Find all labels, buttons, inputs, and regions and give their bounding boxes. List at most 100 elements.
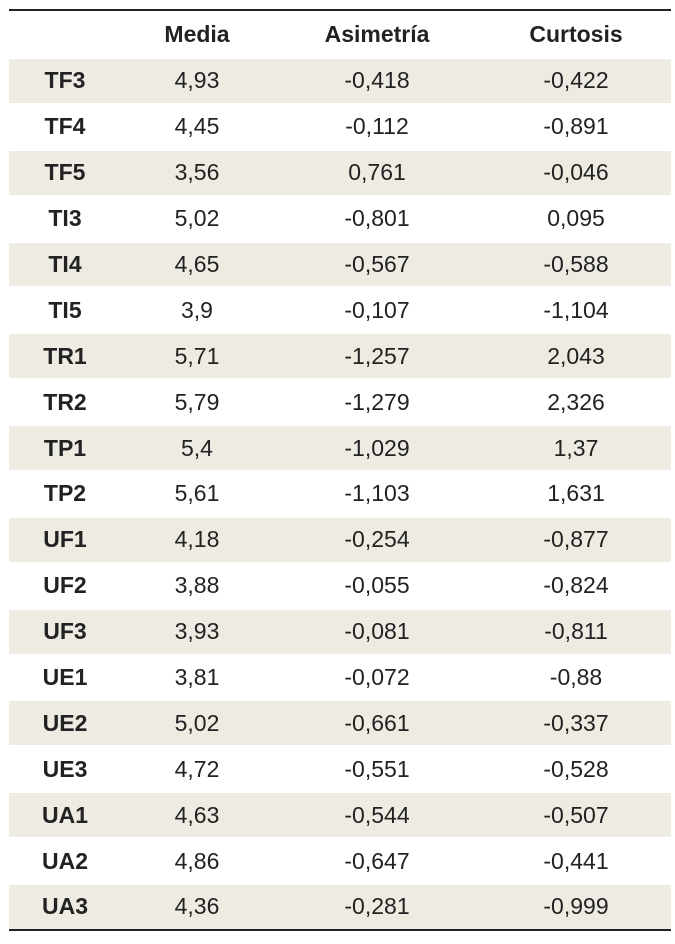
asimetria-cell: -0,418	[273, 57, 481, 104]
media-cell: 5,02	[121, 194, 273, 242]
media-cell: 4,72	[121, 745, 273, 793]
curtosis-cell: -0,507	[481, 791, 671, 839]
media-cell: 4,36	[121, 883, 273, 931]
asimetria-cell: -0,081	[273, 607, 481, 655]
asimetria-cell: -1,257	[273, 332, 481, 380]
row-label: TR2	[9, 378, 121, 426]
table-row: UA3 4,36 -0,281 -0,999	[9, 883, 671, 931]
table-row: TI5 3,9 -0,107 -1,104	[9, 286, 671, 334]
table-row: TP2 5,61 -1,103 1,631	[9, 470, 671, 517]
header-item	[9, 9, 121, 58]
table-row: TR2 5,79 -1,279 2,326	[9, 378, 671, 426]
table-body: TF3 4,93 -0,418 -0,422 TF4 4,45 -0,112 -0,891 TF…	[9, 57, 671, 931]
media-cell: 5,61	[121, 470, 273, 517]
asimetria-cell: -0,801	[273, 194, 481, 242]
table-row: UA2 4,86 -0,647 -0,441	[9, 837, 671, 885]
curtosis-cell: -0,528	[481, 745, 671, 793]
header-asimetria: Asimetría	[273, 9, 481, 58]
row-label: UA1	[9, 791, 121, 839]
asimetria-cell: -0,551	[273, 745, 481, 793]
media-cell: 5,02	[121, 699, 273, 747]
asimetria-cell: -0,254	[273, 515, 481, 563]
asimetria-cell: -0,107	[273, 286, 481, 334]
row-label: UF2	[9, 561, 121, 609]
curtosis-cell: -0,877	[481, 515, 671, 563]
row-label: TF5	[9, 148, 121, 196]
media-cell: 4,18	[121, 515, 273, 563]
media-cell: 4,45	[121, 102, 273, 150]
asimetria-cell: -1,279	[273, 378, 481, 426]
curtosis-cell: -0,441	[481, 837, 671, 885]
table-row: TI3 5,02 -0,801 0,095	[9, 194, 671, 242]
row-label: TF4	[9, 102, 121, 150]
asimetria-cell: 0,761	[273, 148, 481, 196]
table-row: TR1 5,71 -1,257 2,043	[9, 332, 671, 380]
curtosis-cell: -0,999	[481, 883, 671, 931]
table-row: TP1 5,4 -1,029 1,37	[9, 424, 671, 472]
row-label: UA3	[9, 883, 121, 931]
row-label: UE1	[9, 653, 121, 701]
media-cell: 5,71	[121, 332, 273, 380]
curtosis-cell: 0,095	[481, 194, 671, 242]
curtosis-cell: -0,88	[481, 653, 671, 701]
curtosis-cell: -0,811	[481, 607, 671, 655]
media-cell: 4,86	[121, 837, 273, 885]
curtosis-cell: 1,37	[481, 424, 671, 472]
curtosis-cell: 2,043	[481, 332, 671, 380]
table-row: TI4 4,65 -0,567 -0,588	[9, 240, 671, 288]
table-row: UE2 5,02 -0,661 -0,337	[9, 699, 671, 747]
asimetria-cell: -0,544	[273, 791, 481, 839]
row-label: TI3	[9, 194, 121, 242]
row-label: TR1	[9, 332, 121, 380]
header-curtosis: Curtosis	[481, 9, 671, 58]
curtosis-cell: 1,631	[481, 470, 671, 517]
media-cell: 3,9	[121, 286, 273, 334]
curtosis-cell: -0,337	[481, 699, 671, 747]
media-cell: 3,81	[121, 653, 273, 701]
header-media: Media	[121, 9, 273, 58]
statistics-table-container: Media Asimetría Curtosis TF3 4,93 -0,418 -0…	[9, 9, 671, 931]
table-row: TF5 3,56 0,761 -0,046	[9, 148, 671, 196]
asimetria-cell: -0,055	[273, 561, 481, 609]
row-label: TP2	[9, 470, 121, 517]
asimetria-cell: -0,281	[273, 883, 481, 931]
table-row: TF3 4,93 -0,418 -0,422	[9, 57, 671, 104]
table-row: UF3 3,93 -0,081 -0,811	[9, 607, 671, 655]
curtosis-cell: 2,326	[481, 378, 671, 426]
asimetria-cell: -0,112	[273, 102, 481, 150]
header-row: Media Asimetría Curtosis	[9, 9, 671, 58]
table-row: UE3 4,72 -0,551 -0,528	[9, 745, 671, 793]
media-cell: 5,79	[121, 378, 273, 426]
media-cell: 4,65	[121, 240, 273, 288]
media-cell: 5,4	[121, 424, 273, 472]
row-label: TI5	[9, 286, 121, 334]
media-cell: 3,88	[121, 561, 273, 609]
asimetria-cell: -1,029	[273, 424, 481, 472]
curtosis-cell: -0,422	[481, 57, 671, 104]
row-label: TF3	[9, 57, 121, 104]
table-row: TF4 4,45 -0,112 -0,891	[9, 102, 671, 150]
asimetria-cell: -0,661	[273, 699, 481, 747]
media-cell: 3,93	[121, 607, 273, 655]
asimetria-cell: -1,103	[273, 470, 481, 517]
table-row: UF1 4,18 -0,254 -0,877	[9, 515, 671, 563]
asimetria-cell: -0,072	[273, 653, 481, 701]
row-label: TP1	[9, 424, 121, 472]
asimetria-cell: -0,647	[273, 837, 481, 885]
curtosis-cell: -0,891	[481, 102, 671, 150]
row-label: UE2	[9, 699, 121, 747]
table-row: UF2 3,88 -0,055 -0,824	[9, 561, 671, 609]
curtosis-cell: -0,588	[481, 240, 671, 288]
curtosis-cell: -1,104	[481, 286, 671, 334]
media-cell: 4,63	[121, 791, 273, 839]
table-row: UE1 3,81 -0,072 -0,88	[9, 653, 671, 701]
row-label: TI4	[9, 240, 121, 288]
curtosis-cell: -0,824	[481, 561, 671, 609]
row-label: UE3	[9, 745, 121, 793]
media-cell: 3,56	[121, 148, 273, 196]
table-row: UA1 4,63 -0,544 -0,507	[9, 791, 671, 839]
media-cell: 4,93	[121, 57, 273, 104]
row-label: UF1	[9, 515, 121, 563]
row-label: UF3	[9, 607, 121, 655]
asimetria-cell: -0,567	[273, 240, 481, 288]
